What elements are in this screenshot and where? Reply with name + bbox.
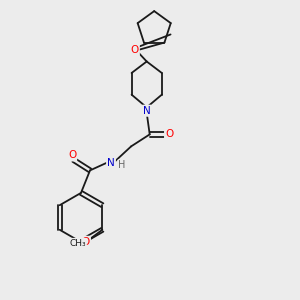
Text: O: O <box>82 237 90 247</box>
Text: O: O <box>68 150 76 161</box>
Text: O: O <box>165 129 173 140</box>
Text: H: H <box>118 160 126 170</box>
Text: O: O <box>130 45 139 55</box>
Text: CH₃: CH₃ <box>69 239 86 248</box>
Text: N: N <box>143 106 151 116</box>
Text: N: N <box>107 158 115 168</box>
